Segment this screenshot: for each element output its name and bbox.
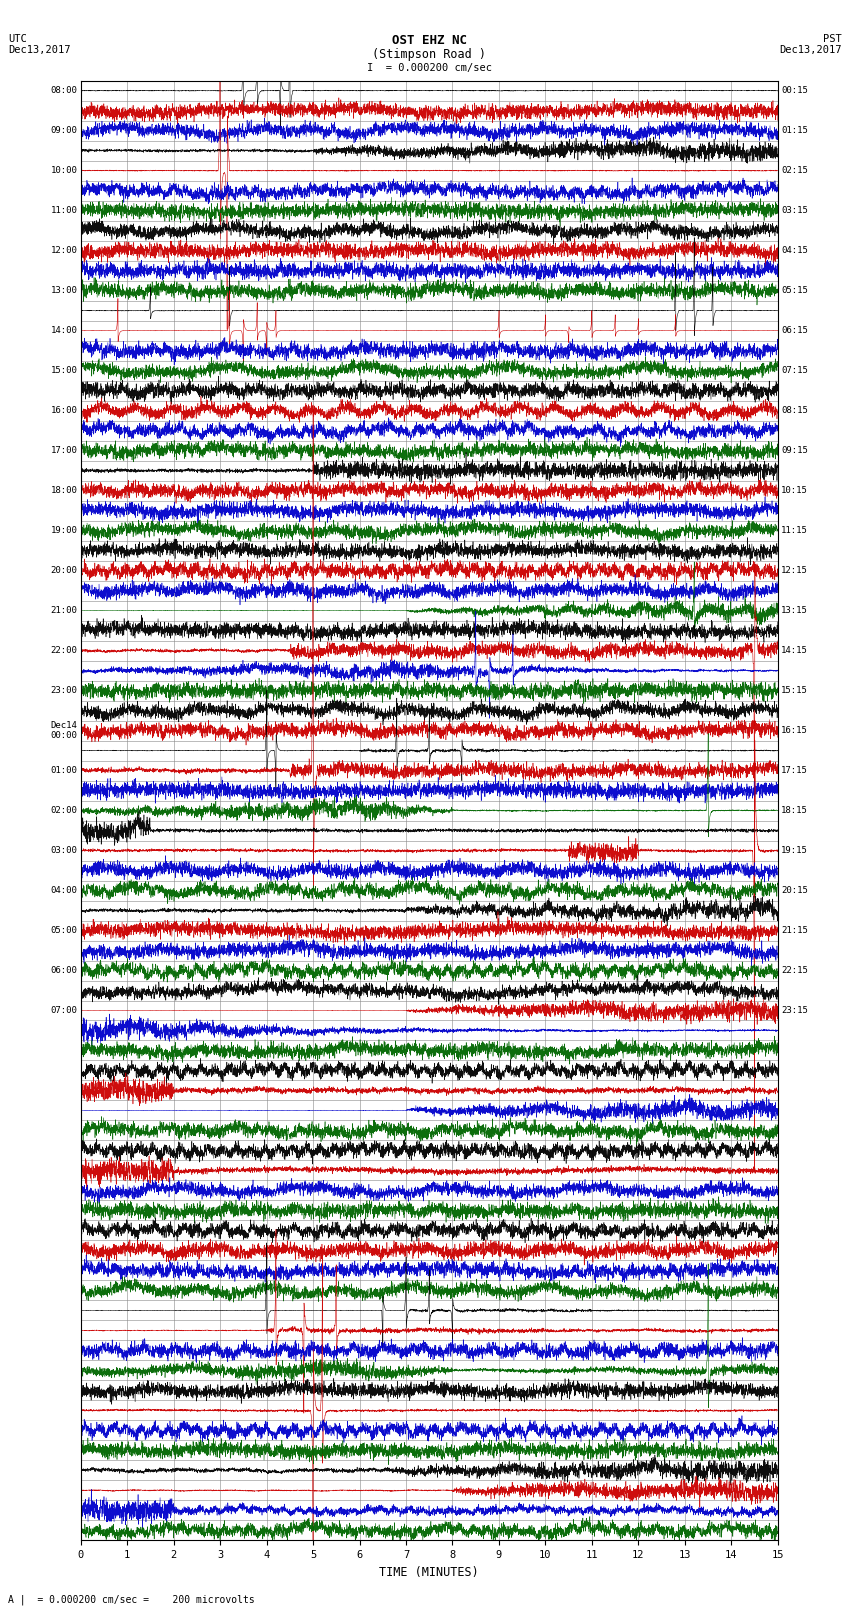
Text: 18:15: 18:15 bbox=[781, 806, 808, 815]
Text: 10:15: 10:15 bbox=[781, 486, 808, 495]
Text: Dec14
00:00: Dec14 00:00 bbox=[50, 721, 77, 740]
Text: 15:00: 15:00 bbox=[50, 366, 77, 376]
Text: 08:00: 08:00 bbox=[50, 85, 77, 95]
Text: 06:15: 06:15 bbox=[781, 326, 808, 336]
Text: 13:15: 13:15 bbox=[781, 606, 808, 615]
Text: 14:15: 14:15 bbox=[781, 647, 808, 655]
Text: 11:15: 11:15 bbox=[781, 526, 808, 536]
Text: 16:00: 16:00 bbox=[50, 406, 77, 415]
Text: 13:00: 13:00 bbox=[50, 286, 77, 295]
Text: 09:15: 09:15 bbox=[781, 447, 808, 455]
Text: 23:00: 23:00 bbox=[50, 686, 77, 695]
Text: PST
Dec13,2017: PST Dec13,2017 bbox=[779, 34, 842, 55]
Text: 20:00: 20:00 bbox=[50, 566, 77, 576]
Text: 05:00: 05:00 bbox=[50, 926, 77, 936]
Text: 17:15: 17:15 bbox=[781, 766, 808, 774]
Text: I  = 0.000200 cm/sec: I = 0.000200 cm/sec bbox=[366, 63, 492, 73]
Text: 18:00: 18:00 bbox=[50, 486, 77, 495]
X-axis label: TIME (MINUTES): TIME (MINUTES) bbox=[379, 1566, 479, 1579]
Text: 12:00: 12:00 bbox=[50, 247, 77, 255]
Text: 05:15: 05:15 bbox=[781, 286, 808, 295]
Text: 23:15: 23:15 bbox=[781, 1007, 808, 1015]
Text: 07:00: 07:00 bbox=[50, 1007, 77, 1015]
Text: 04:00: 04:00 bbox=[50, 886, 77, 895]
Text: A |  = 0.000200 cm/sec =    200 microvolts: A | = 0.000200 cm/sec = 200 microvolts bbox=[8, 1594, 255, 1605]
Text: 20:15: 20:15 bbox=[781, 886, 808, 895]
Text: 04:15: 04:15 bbox=[781, 247, 808, 255]
Text: 03:15: 03:15 bbox=[781, 206, 808, 215]
Text: 00:15: 00:15 bbox=[781, 85, 808, 95]
Text: 11:00: 11:00 bbox=[50, 206, 77, 215]
Text: 16:15: 16:15 bbox=[781, 726, 808, 736]
Text: 15:15: 15:15 bbox=[781, 686, 808, 695]
Text: 06:00: 06:00 bbox=[50, 966, 77, 974]
Text: 21:15: 21:15 bbox=[781, 926, 808, 936]
Text: 14:00: 14:00 bbox=[50, 326, 77, 336]
Text: 03:00: 03:00 bbox=[50, 847, 77, 855]
Text: 08:15: 08:15 bbox=[781, 406, 808, 415]
Text: 19:15: 19:15 bbox=[781, 847, 808, 855]
Text: 22:15: 22:15 bbox=[781, 966, 808, 974]
Text: (Stimpson Road ): (Stimpson Road ) bbox=[372, 48, 486, 61]
Text: 21:00: 21:00 bbox=[50, 606, 77, 615]
Text: 09:00: 09:00 bbox=[50, 126, 77, 135]
Text: 07:15: 07:15 bbox=[781, 366, 808, 376]
Text: 12:15: 12:15 bbox=[781, 566, 808, 576]
Text: UTC
Dec13,2017: UTC Dec13,2017 bbox=[8, 34, 71, 55]
Text: OST EHZ NC: OST EHZ NC bbox=[392, 34, 467, 47]
Text: 01:00: 01:00 bbox=[50, 766, 77, 774]
Text: 02:15: 02:15 bbox=[781, 166, 808, 176]
Text: 17:00: 17:00 bbox=[50, 447, 77, 455]
Text: 01:15: 01:15 bbox=[781, 126, 808, 135]
Text: 10:00: 10:00 bbox=[50, 166, 77, 176]
Text: 02:00: 02:00 bbox=[50, 806, 77, 815]
Text: 19:00: 19:00 bbox=[50, 526, 77, 536]
Text: 22:00: 22:00 bbox=[50, 647, 77, 655]
